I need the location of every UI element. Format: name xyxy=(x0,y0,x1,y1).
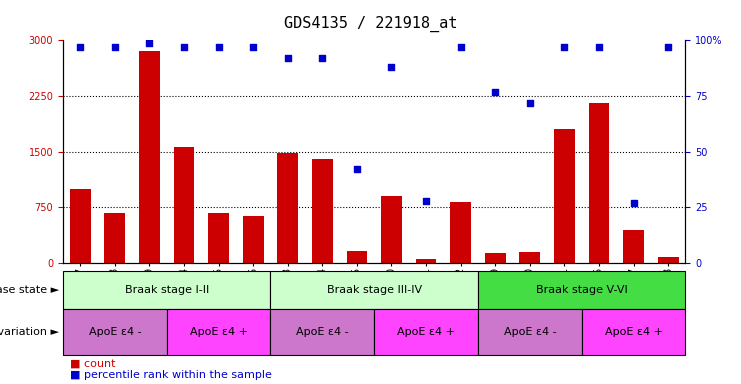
Point xyxy=(455,44,467,50)
Bar xyxy=(485,253,505,263)
Text: ApoE ε4 +: ApoE ε4 + xyxy=(397,327,455,337)
Bar xyxy=(582,309,685,355)
Bar xyxy=(451,202,471,263)
Bar xyxy=(312,159,333,263)
Text: ApoE ε4 +: ApoE ε4 + xyxy=(605,327,662,337)
Text: ApoE ε4 +: ApoE ε4 + xyxy=(190,327,247,337)
Text: GDS4135 / 221918_at: GDS4135 / 221918_at xyxy=(284,15,457,31)
Point xyxy=(213,44,225,50)
Point xyxy=(489,88,501,94)
Bar xyxy=(519,252,540,263)
Bar xyxy=(167,309,270,355)
Bar xyxy=(554,129,575,263)
Point xyxy=(524,99,536,106)
Bar xyxy=(270,271,478,309)
Bar xyxy=(277,153,298,263)
Bar xyxy=(173,147,194,263)
Point xyxy=(178,44,190,50)
Point xyxy=(559,44,571,50)
Text: Braak stage III-IV: Braak stage III-IV xyxy=(327,285,422,295)
Text: ApoE ε4 -: ApoE ε4 - xyxy=(296,327,349,337)
Bar xyxy=(588,103,609,263)
Point xyxy=(593,44,605,50)
Bar xyxy=(347,251,368,263)
Point xyxy=(74,44,86,50)
Text: ApoE ε4 -: ApoE ε4 - xyxy=(88,327,142,337)
Point xyxy=(420,198,432,204)
Bar xyxy=(381,196,402,263)
Point xyxy=(662,44,674,50)
Text: ApoE ε4 -: ApoE ε4 - xyxy=(503,327,556,337)
Bar xyxy=(104,213,125,263)
Bar xyxy=(478,271,685,309)
Bar xyxy=(623,230,644,263)
Text: genotype/variation ►: genotype/variation ► xyxy=(0,327,59,337)
Point xyxy=(109,44,121,50)
Text: ■ percentile rank within the sample: ■ percentile rank within the sample xyxy=(70,370,272,381)
Text: disease state ►: disease state ► xyxy=(0,285,59,295)
Point xyxy=(282,55,293,61)
Bar xyxy=(658,257,679,263)
Bar xyxy=(63,309,167,355)
Bar xyxy=(208,213,229,263)
Point xyxy=(316,55,328,61)
Bar xyxy=(478,309,582,355)
Text: ■ count: ■ count xyxy=(70,359,116,369)
Bar xyxy=(416,258,436,263)
Bar xyxy=(270,309,374,355)
Bar xyxy=(374,309,478,355)
Text: Braak stage V-VI: Braak stage V-VI xyxy=(536,285,628,295)
Point xyxy=(351,166,363,172)
Point xyxy=(247,44,259,50)
Bar xyxy=(70,189,90,263)
Bar xyxy=(63,271,270,309)
Point xyxy=(144,40,156,46)
Point xyxy=(628,200,639,206)
Point xyxy=(385,64,397,70)
Text: Braak stage I-II: Braak stage I-II xyxy=(124,285,209,295)
Bar xyxy=(139,51,160,263)
Bar xyxy=(243,215,264,263)
